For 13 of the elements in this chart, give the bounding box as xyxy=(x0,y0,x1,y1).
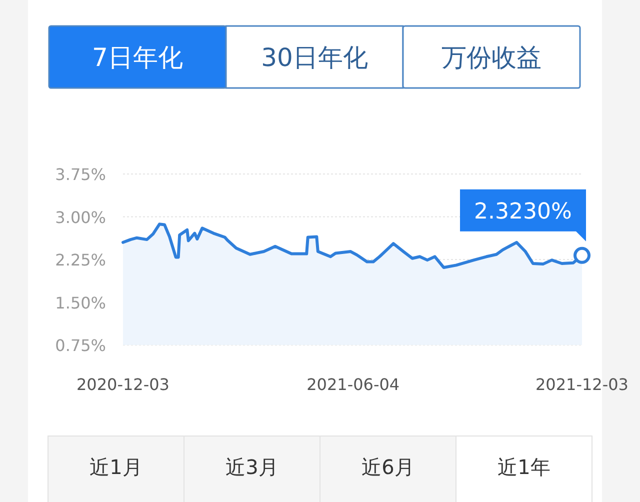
callout: 2.3230% xyxy=(460,189,590,264)
x-tick-label: 2021-12-03 xyxy=(536,375,628,394)
range-buttons: 近1月 近3月 近6月 近1年 xyxy=(48,436,592,502)
y-tick-label: 2.25% xyxy=(55,250,106,270)
y-tick-label: 3.00% xyxy=(55,208,106,227)
x-tick-label: 2021-06-04 xyxy=(306,375,400,394)
x-tick-label: 2020-12-03 xyxy=(76,375,170,394)
tabs: 7日年化 30日年化 万份收益 xyxy=(48,25,581,89)
y-tick-label: 1.50% xyxy=(55,293,106,312)
annotation: 2.3230% xyxy=(474,199,572,224)
y-tick-label: 0.75% xyxy=(55,336,106,355)
y-tick-label: 3.75% xyxy=(55,165,106,184)
chart-title: 7日年化 xyxy=(92,43,183,72)
